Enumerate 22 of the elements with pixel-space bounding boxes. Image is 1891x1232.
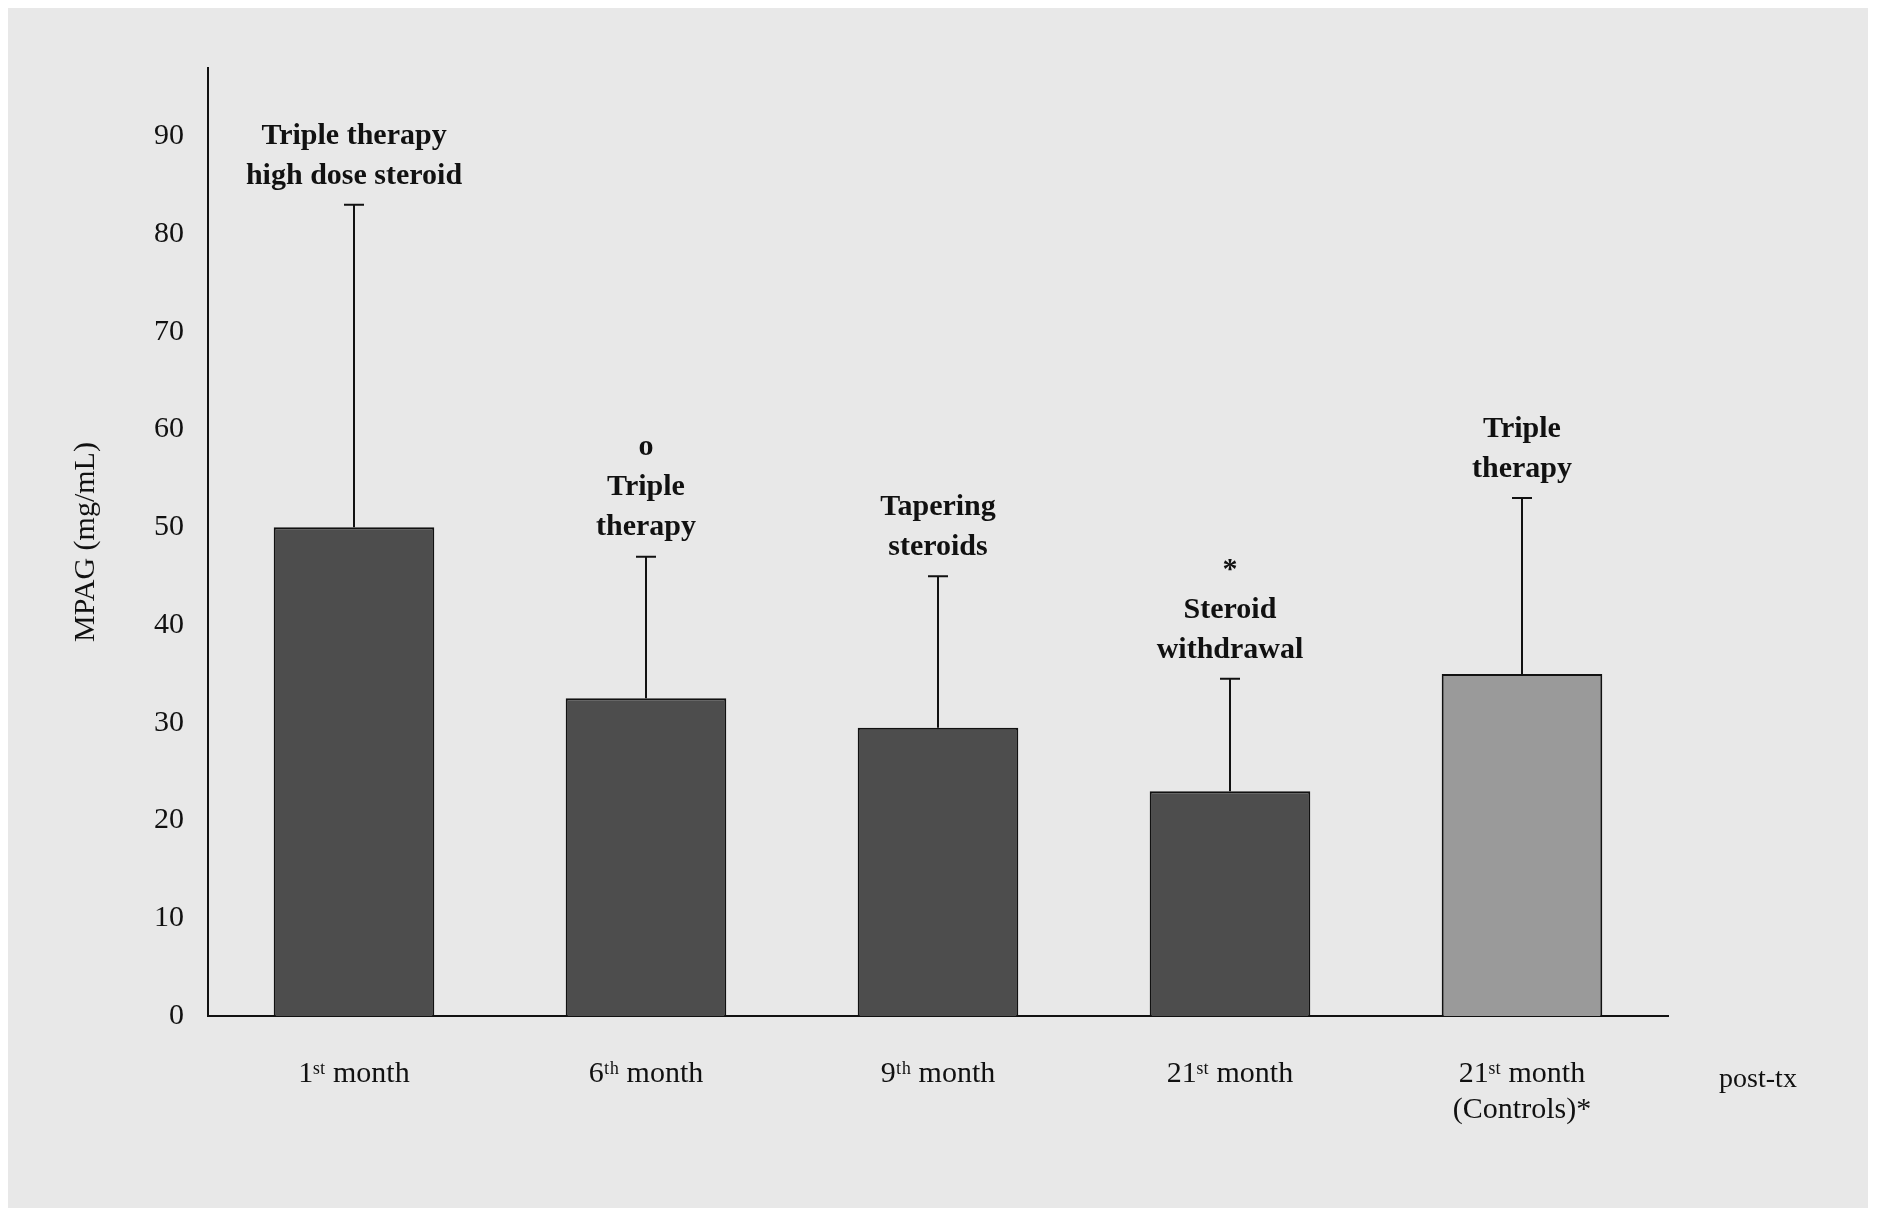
- y-tick-label: 0: [169, 996, 184, 1030]
- text: post-tx: [1719, 1062, 1797, 1094]
- y-tick-label: 10: [154, 899, 184, 933]
- x-tick-label: 9ᵗʰ month: [880, 1054, 996, 1088]
- annotation: Tapering steroids: [880, 487, 996, 561]
- y-tick-label: 60: [154, 410, 184, 444]
- y-tick-label: 80: [154, 215, 184, 249]
- y-tick-label: 40: [154, 605, 184, 639]
- y-tick-label: 70: [154, 312, 184, 346]
- y-tick-label: 20: [154, 801, 184, 835]
- x-tick-label: 21ˢᵗ month (Controls)*: [1452, 1054, 1592, 1125]
- annotation: Triple therapy high dose steroid: [245, 116, 463, 190]
- x-tick-label: 6ᵗʰ month: [588, 1054, 704, 1088]
- annotation: * Steroid withdrawal: [1156, 550, 1304, 664]
- x-tick-label: 21ˢᵗ month: [1166, 1054, 1294, 1088]
- y-tick-label: 50: [154, 508, 184, 542]
- annotation: Triple therapy: [1472, 409, 1572, 483]
- y-tick-label: 90: [154, 117, 184, 151]
- x-tick-label: 1ˢᵗ month: [298, 1054, 410, 1088]
- y-axis-title: MPAG (mg/mL): [66, 442, 101, 642]
- y-tick-label: 30: [154, 703, 184, 737]
- annotation: o Triple therapy: [596, 428, 696, 542]
